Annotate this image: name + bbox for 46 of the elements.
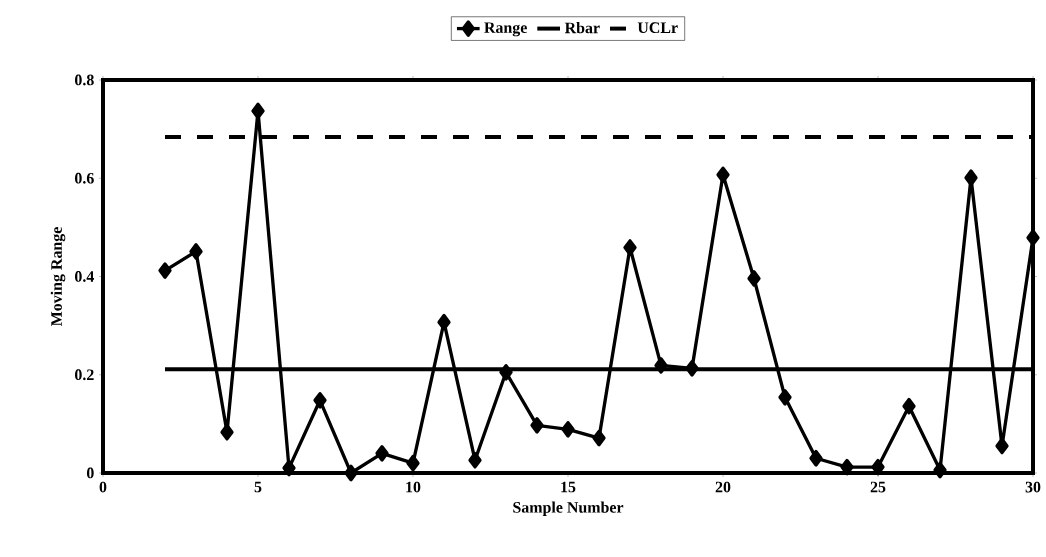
y-tick-label: 0 bbox=[86, 467, 94, 479]
point bbox=[158, 262, 172, 279]
point bbox=[313, 391, 327, 409]
point bbox=[747, 270, 761, 287]
point bbox=[685, 360, 699, 377]
point bbox=[468, 451, 482, 469]
point bbox=[623, 239, 637, 256]
y-tick-label: 0.4 bbox=[75, 271, 95, 282]
point bbox=[716, 166, 730, 184]
point bbox=[344, 464, 358, 482]
x-tick-label: 30 bbox=[1025, 481, 1041, 493]
point bbox=[406, 454, 420, 472]
point bbox=[499, 363, 513, 381]
point bbox=[964, 169, 978, 187]
point bbox=[375, 445, 389, 462]
y-tick-label: 0.6 bbox=[75, 172, 94, 184]
legend-label: Range bbox=[484, 22, 527, 37]
point bbox=[220, 423, 234, 441]
point bbox=[1026, 229, 1040, 246]
y-axis-title: Moving Range bbox=[50, 227, 66, 327]
y-tick-label: 0.8 bbox=[75, 74, 94, 86]
point bbox=[592, 429, 606, 447]
legend-label: UCLr bbox=[637, 22, 678, 34]
x-tick-label: 0 bbox=[99, 481, 107, 493]
point bbox=[933, 461, 947, 479]
x-axis-title: Sample Number bbox=[513, 501, 624, 517]
point bbox=[840, 458, 854, 476]
x-tick-label: 20 bbox=[715, 481, 731, 493]
point bbox=[282, 459, 296, 477]
point bbox=[778, 389, 792, 406]
point bbox=[189, 243, 203, 260]
point bbox=[902, 397, 916, 415]
point bbox=[251, 102, 265, 120]
point bbox=[561, 420, 575, 438]
x-tick-label: 5 bbox=[254, 481, 262, 493]
point bbox=[871, 458, 885, 476]
x-tick-label: 25 bbox=[870, 481, 886, 493]
legend-label: Rbar bbox=[564, 22, 600, 34]
point bbox=[530, 417, 544, 434]
point bbox=[654, 357, 668, 374]
point bbox=[995, 437, 1009, 455]
y-tick-label: 0.2 bbox=[75, 369, 94, 381]
point bbox=[437, 313, 451, 331]
x-tick-label: 15 bbox=[561, 481, 576, 493]
point bbox=[809, 449, 823, 467]
x-tick-label: 10 bbox=[406, 481, 421, 493]
